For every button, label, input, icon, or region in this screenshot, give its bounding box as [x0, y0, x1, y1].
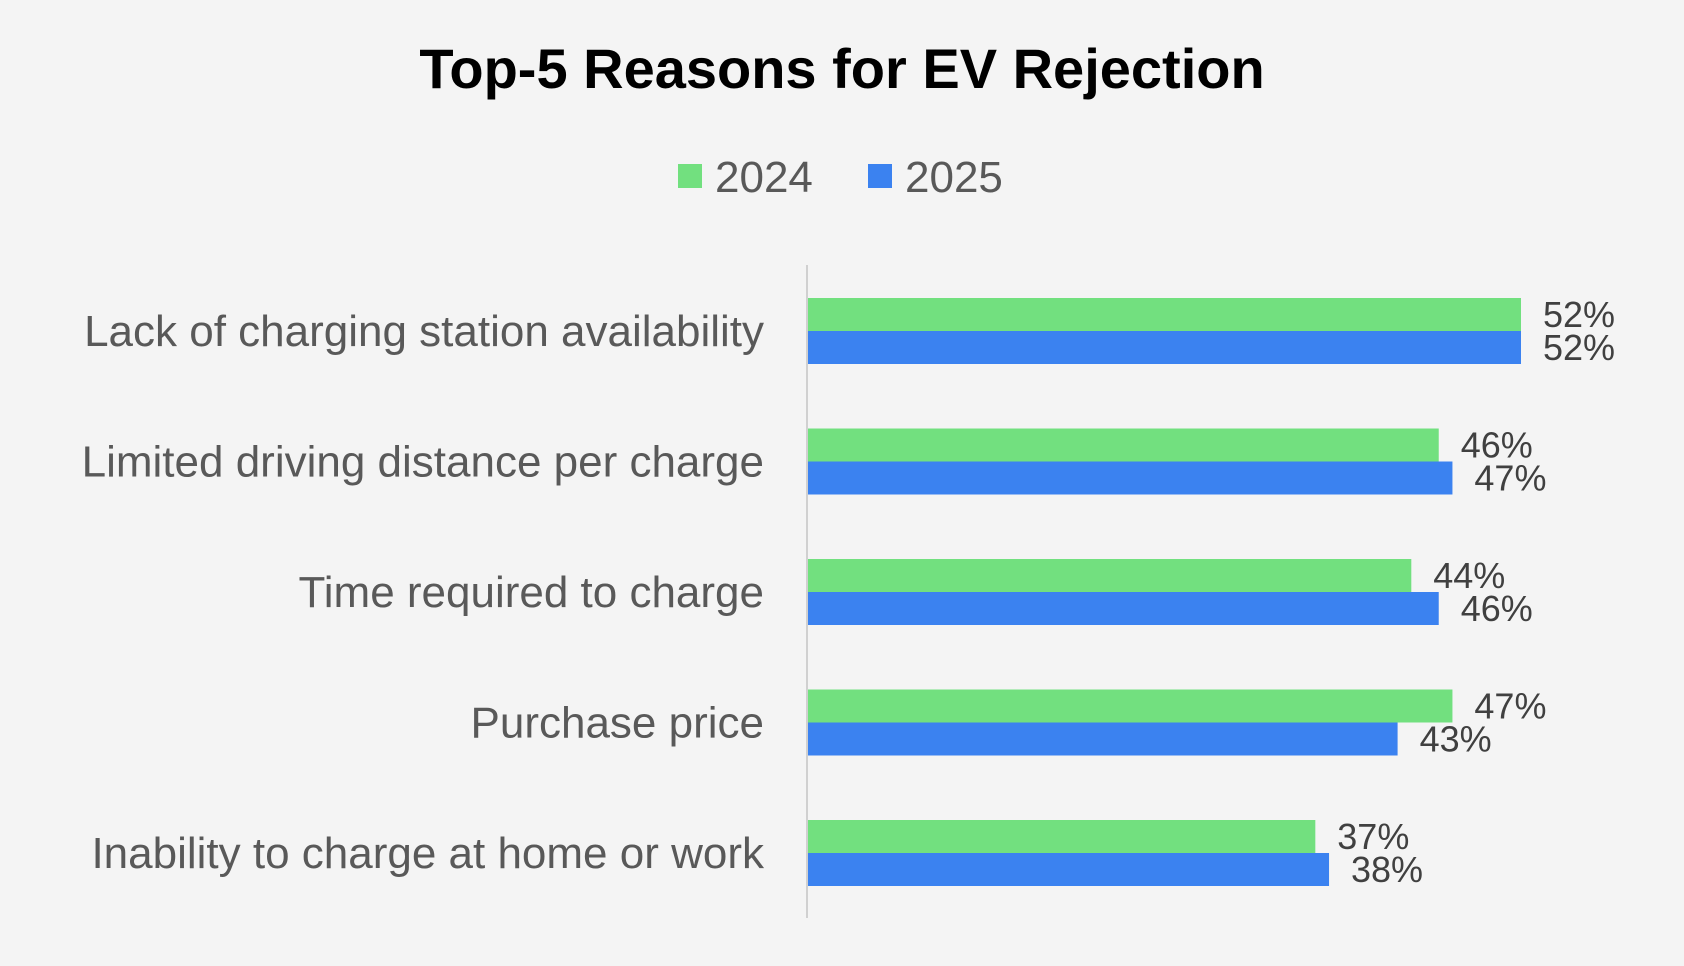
data-label-2025: 38% [1351, 849, 1423, 890]
data-label-2024: 52% [1543, 294, 1615, 335]
bar-2025 [808, 461, 1453, 495]
category-label: Limited driving distance per charge [82, 438, 764, 487]
category-label: Lack of charging station availability [84, 307, 764, 356]
data-label-2024: 46% [1461, 425, 1533, 466]
bar-2024 [808, 559, 1412, 592]
bar-2025 [808, 592, 1439, 625]
data-label-2025: 43% [1420, 719, 1492, 760]
bar-2025 [808, 853, 1330, 886]
legend-swatch-2025 [868, 164, 892, 188]
data-label-2025: 47% [1474, 458, 1546, 499]
category-label: Purchase price [471, 699, 764, 748]
data-label-2024: 47% [1474, 686, 1546, 727]
bar-2024 [808, 820, 1316, 853]
bar-group: Lack of charging station availability 52%… [82, 294, 1615, 890]
chart-title: Top-5 Reasons for EV Rejection [419, 37, 1264, 100]
legend: 2024 2025 [678, 153, 1003, 202]
legend-label-2025: 2025 [905, 153, 1003, 202]
data-label-2024: 37% [1337, 816, 1409, 857]
bar-2024 [808, 689, 1453, 723]
bar-2024 [808, 428, 1439, 462]
legend-label-2024: 2024 [715, 153, 813, 202]
category-label: Inability to charge at home or work [91, 829, 765, 878]
bar-2024 [808, 298, 1521, 331]
data-label-2024: 44% [1433, 555, 1505, 596]
data-label-2025: 46% [1461, 588, 1533, 629]
legend-swatch-2024 [678, 164, 702, 188]
category-label: Time required to charge [299, 568, 764, 617]
bar-2025 [808, 722, 1398, 756]
bar-2025 [808, 331, 1521, 364]
data-label-2025: 52% [1543, 327, 1615, 368]
